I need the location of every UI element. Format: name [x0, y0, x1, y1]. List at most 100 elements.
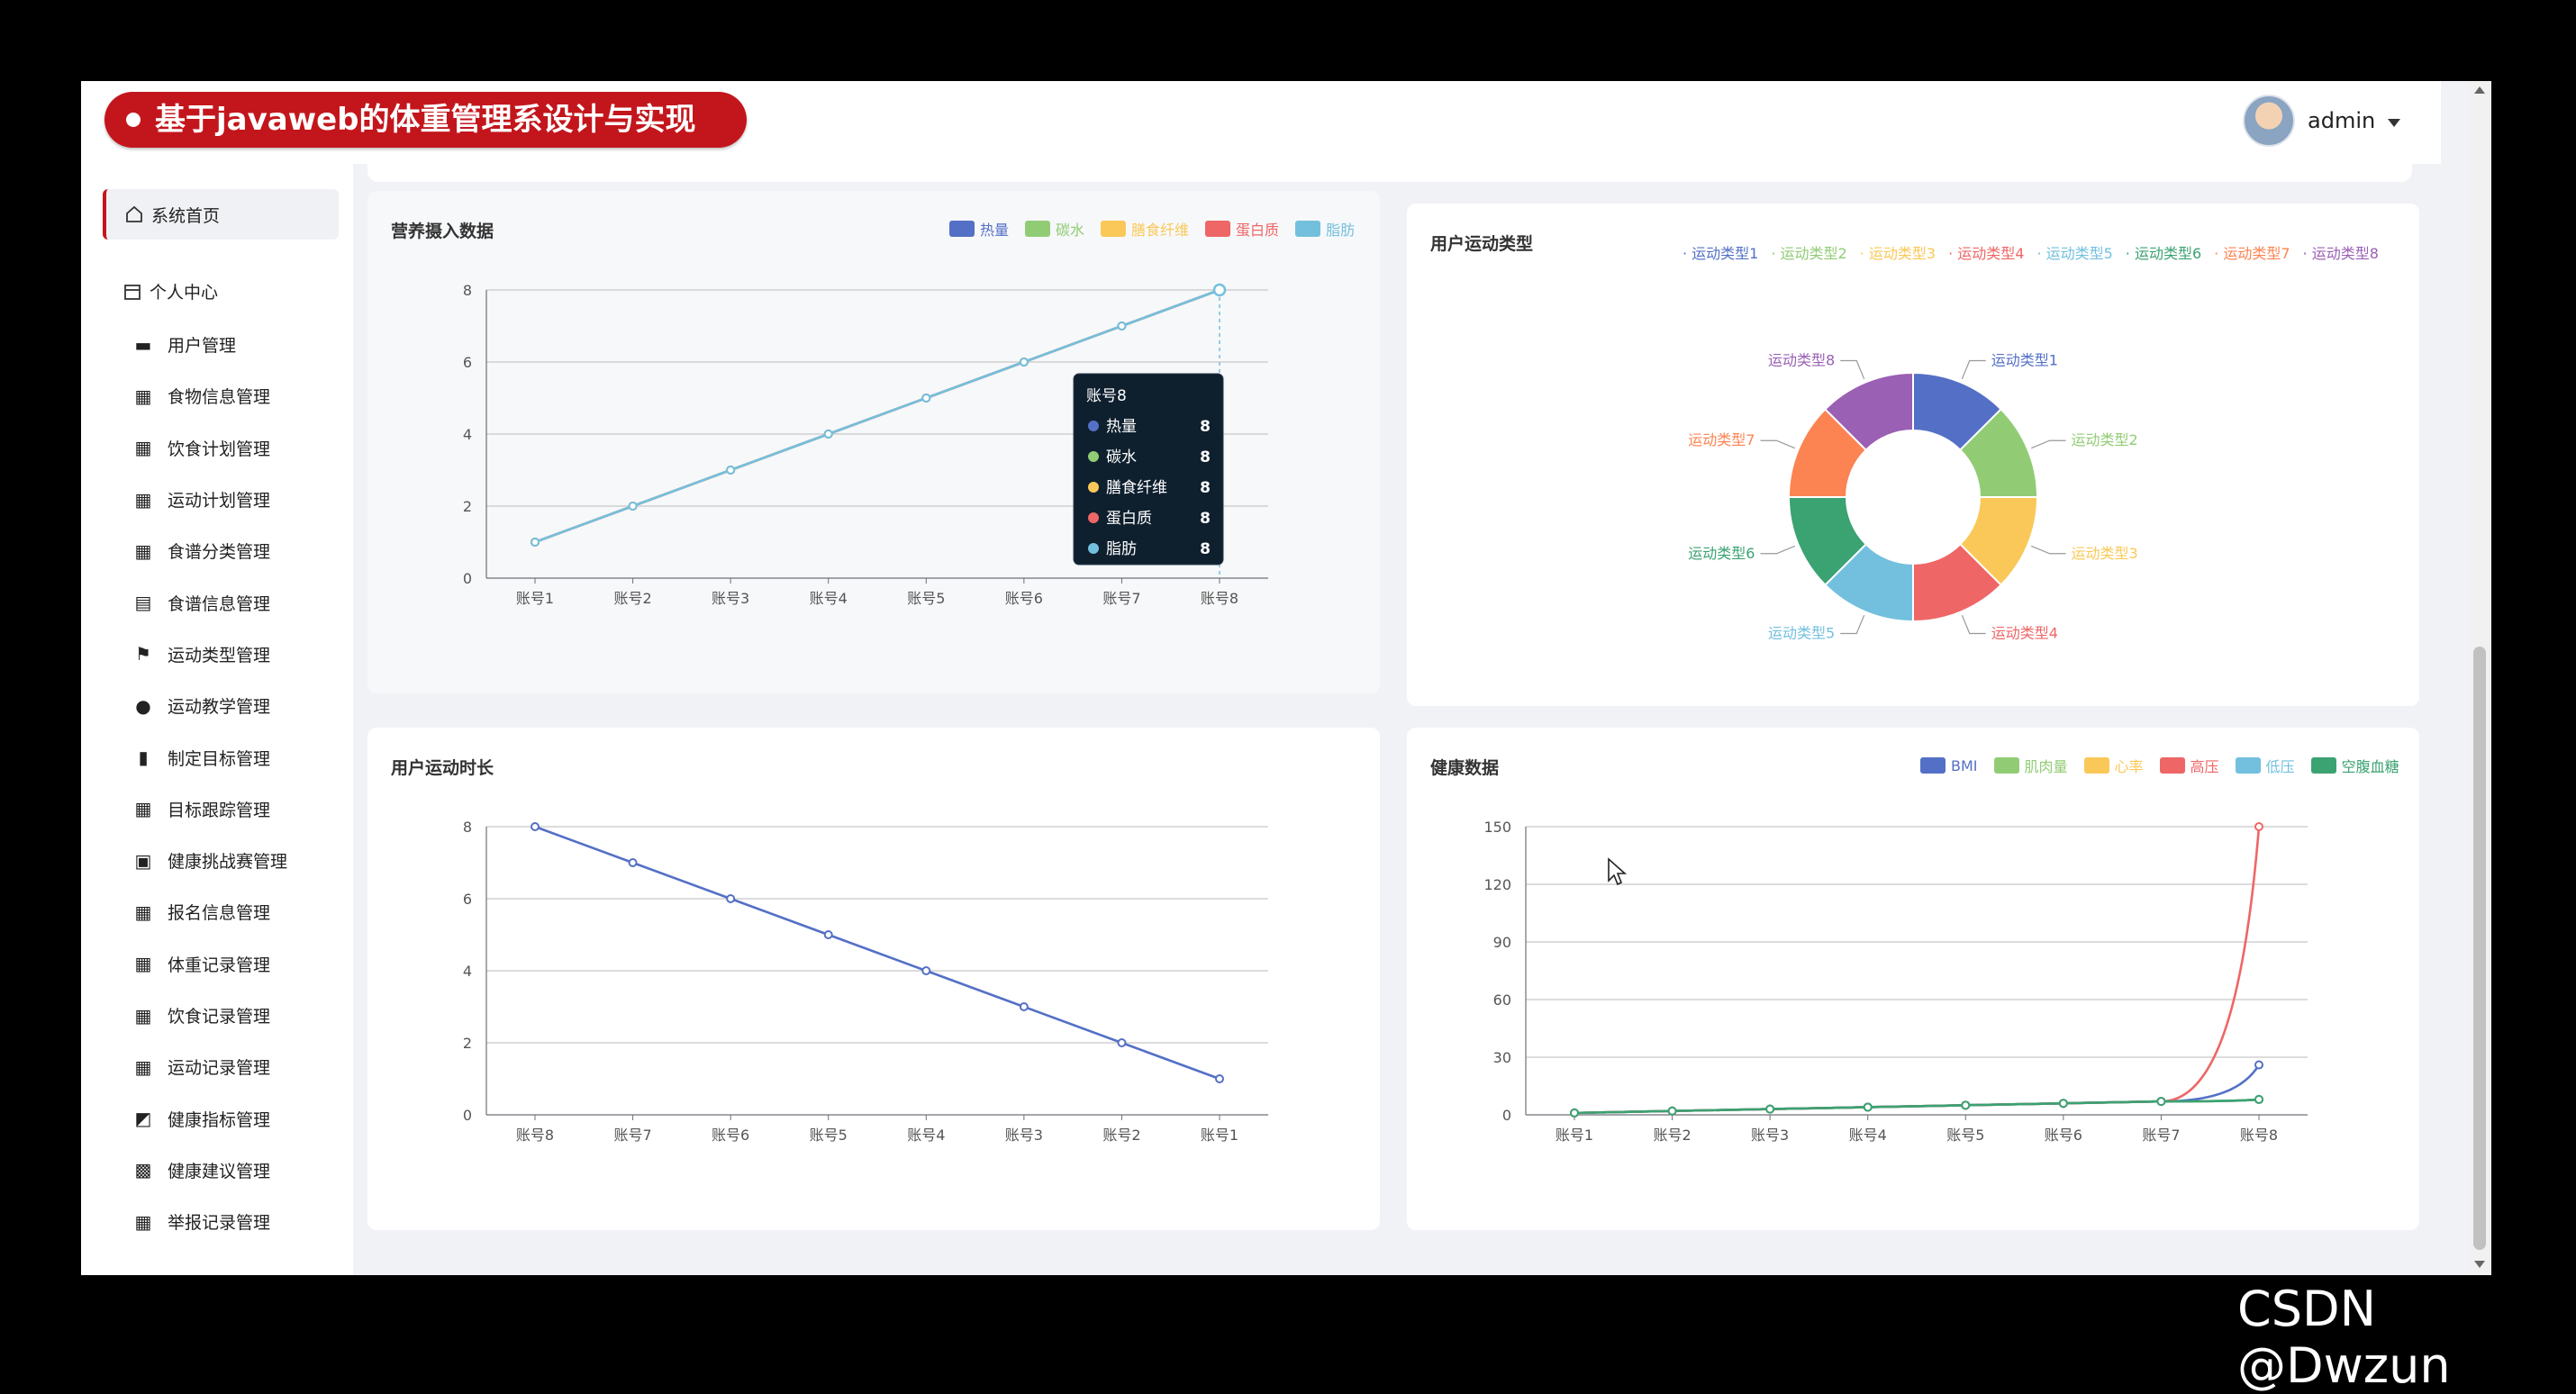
avatar[interactable]: [2243, 95, 2295, 147]
slice-label: 运动类型1: [1991, 351, 2058, 368]
vertical-scrollbar[interactable]: [2468, 81, 2491, 1275]
grid-icon: ▦: [134, 488, 152, 511]
legend-item[interactable]: 低压: [2235, 755, 2295, 776]
y-tick-label: 6: [463, 354, 472, 371]
legend-item[interactable]: · 运动类型7: [2214, 245, 2290, 262]
caret-down-icon[interactable]: [2388, 118, 2401, 127]
grid-icon: ▦: [134, 1004, 152, 1027]
data-point: [531, 822, 540, 831]
sidebar: 系统首页 个人中心 ▬ 用户管理 ▦ 食物信息管理 ▦ 饮食计划管理 ▦ 运动计划管理 ▦ 食谱分…: [81, 164, 353, 1275]
slice-label: 运动类型8: [1768, 351, 1835, 368]
legend-item[interactable]: · 运动类型5: [2036, 245, 2113, 262]
sidebar-item[interactable]: ▦ 目标跟踪管理: [133, 783, 349, 835]
legend-item[interactable]: · 运动类型4: [1948, 245, 2025, 262]
data-point: [1117, 1038, 1127, 1047]
sidebar-item[interactable]: ⚑ 运动类型管理: [133, 629, 349, 680]
data-point: [1570, 1108, 1579, 1118]
pie-slice: [1824, 371, 1914, 452]
legend-label: 膳食纤维: [1131, 222, 1190, 239]
legend-item[interactable]: · 运动类型1: [1683, 245, 1759, 262]
legend-label: 低压: [2265, 758, 2295, 775]
panel-exercise-duration: 用户运动时长 0 2 4 6 8 账号8 账号7 账号6 账号5 账号4 账号3 账号2 账号1: [367, 728, 1380, 1230]
data-point: [531, 538, 540, 547]
legend-item[interactable]: 膳食纤维: [1101, 218, 1189, 240]
tooltip-marker: [1088, 512, 1099, 523]
grid-icon: ▦: [134, 953, 152, 975]
y-tick-label: 0: [463, 1107, 472, 1124]
scroll-up-icon[interactable]: [2474, 86, 2485, 94]
nutrition-line-chart[interactable]: 0 2 4 6 8 账号1 账号2 账号3 账号4 账号5 账号6 账号7 账号8 账号8 热量 8 碳水 8 膳食…: [367, 191, 1380, 693]
data-point: [726, 894, 736, 903]
legend-item[interactable]: 碳水: [1025, 218, 1084, 240]
series-line: [534, 825, 1220, 1081]
x-tick-label: 账号5: [1946, 1127, 1984, 1144]
scrollbar-thumb[interactable]: [2473, 647, 2486, 1250]
sidebar-item[interactable]: ▦ 食谱分类管理: [133, 525, 349, 576]
legend-item[interactable]: · 运动类型6: [2125, 245, 2202, 262]
legend-item[interactable]: 蛋白质: [1205, 218, 1279, 240]
legend-item[interactable]: 肌肉量: [1993, 755, 2068, 776]
legend-item[interactable]: · 运动类型3: [1859, 245, 1937, 262]
legend-label: 肌肉量: [2024, 758, 2068, 775]
x-tick-label: 账号7: [2142, 1127, 2180, 1144]
sidebar-item[interactable]: ▦ 食物信息管理: [133, 370, 349, 421]
sidebar-item[interactable]: ▦ 运动记录管理: [133, 1041, 349, 1092]
scroll-down-icon[interactable]: [2474, 1261, 2485, 1268]
sidebar-item[interactable]: ▦ 体重记录管理: [133, 938, 349, 990]
sidebar-item-label: 食谱分类管理: [168, 542, 271, 563]
legend-item[interactable]: 热量: [949, 218, 1009, 240]
sidebar-item-label: 用户管理: [168, 336, 237, 357]
sidebar-item[interactable]: ▦ 饮食计划管理: [133, 422, 349, 474]
sidebar-item[interactable]: ▦ 饮食记录管理: [133, 990, 349, 1041]
chart-title: 用户运动时长: [391, 758, 494, 778]
sidebar-item[interactable]: ● 运动教学管理: [133, 680, 349, 731]
legend-item[interactable]: BMI: [1920, 755, 1978, 776]
legend-label: 运动类型4: [1957, 245, 2025, 262]
user-menu[interactable]: admin: [2243, 94, 2401, 148]
health-data-line-chart[interactable]: 0 30 60 90 120 150 账号1 账号2 账号3 账号4 账号5 账号6 账号7 账号8: [1407, 728, 2419, 1230]
sidebar-item[interactable]: ▦ 报名信息管理: [133, 886, 349, 937]
legend-item[interactable]: 空腹血糖: [2310, 755, 2399, 776]
data-point: [2254, 822, 2263, 831]
data-point: [1117, 321, 1127, 330]
exercise-duration-line-chart[interactable]: 0 2 4 6 8 账号8 账号7 账号6 账号5 账号4 账号3 账号2 账号1: [367, 728, 1380, 1230]
grid-icon: ▦: [134, 437, 152, 459]
sidebar-item[interactable]: ▤ 食谱信息管理: [133, 576, 349, 628]
sidebar-item[interactable]: ▬ 用户管理: [133, 319, 349, 370]
legend-item[interactable]: 高压: [2159, 755, 2219, 776]
legend-label: 运动类型7: [2223, 245, 2290, 262]
sidebar-item-label: 报名信息管理: [168, 903, 271, 924]
sidebar-item-home[interactable]: 系统首页: [103, 189, 339, 240]
grid-9-icon: ▩: [134, 1159, 152, 1181]
legend-item[interactable]: 脂肪: [1295, 218, 1355, 240]
chart-legend: 热量 碳水 膳食纤维 蛋白质 脂肪: [949, 218, 1355, 240]
briefcase-icon: ▬: [134, 333, 152, 356]
grid-icon: ▦: [134, 539, 152, 562]
mouse-cursor-icon: [1608, 857, 1628, 886]
exercise-type-donut-chart[interactable]: 运动类型1 运动类型2 运动类型3 运动类型4 运动类型5 运动类型6 运动类型7 运动类型8: [1407, 204, 2419, 706]
x-tick-label: 账号6: [1005, 590, 1043, 607]
chart-legend: BMI 肌肉量 心率 高压 低压 空腹血糖: [1920, 755, 2399, 776]
sidebar-item[interactable]: ▦ 运动计划管理: [133, 474, 349, 525]
data-point: [2254, 1060, 2263, 1070]
legend-item[interactable]: 心率: [2083, 755, 2144, 776]
clipboard-icon: ▤: [134, 592, 152, 614]
user-name[interactable]: admin: [2308, 108, 2376, 133]
legend-swatch: [2159, 757, 2185, 774]
sidebar-item[interactable]: ▣ 健康挑战赛管理: [133, 835, 349, 886]
x-tick-label: 账号3: [1751, 1127, 1789, 1144]
sidebar-item[interactable]: ▮ 制定目标管理: [133, 731, 349, 783]
sidebar-item-label: 食谱信息管理: [168, 593, 271, 614]
legend-item[interactable]: · 运动类型2: [1771, 245, 1847, 262]
slice-label: 运动类型7: [1688, 431, 1755, 448]
legend-label: 脂肪: [1326, 222, 1356, 239]
sidebar-item[interactable]: ▦ 举报记录管理: [133, 1196, 349, 1247]
sidebar-item[interactable]: ◩ 健康指标管理: [133, 1092, 349, 1144]
y-tick-label: 120: [1483, 876, 1511, 893]
legend-swatch: [1205, 221, 1231, 237]
sidebar-group-personal-center[interactable]: 个人中心: [122, 279, 218, 303]
legend-label: BMI: [1951, 756, 1978, 774]
sidebar-item[interactable]: ▩ 健康建议管理: [133, 1145, 349, 1196]
legend-item[interactable]: · 运动类型8: [2302, 245, 2379, 262]
data-point: [726, 466, 736, 475]
